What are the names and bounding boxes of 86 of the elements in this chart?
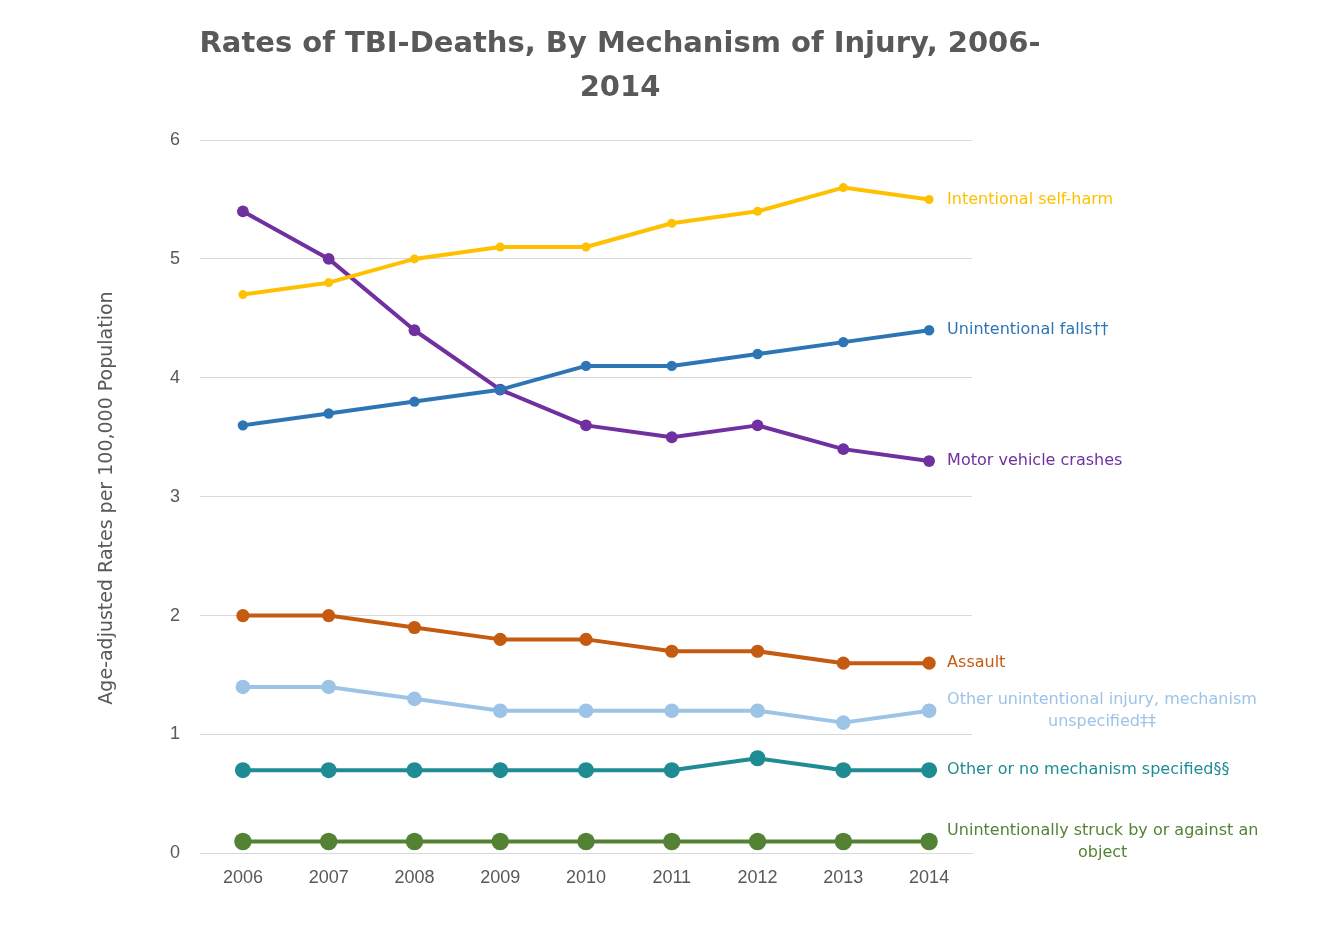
point: [237, 205, 249, 218]
x-tick-label: 2009: [480, 867, 521, 888]
x-tick-label: 2010: [565, 867, 607, 888]
y-tick-label: 0: [170, 842, 181, 863]
point: [920, 832, 938, 851]
y-tick-label: 5: [170, 247, 181, 268]
point: [836, 656, 850, 670]
series-label: Other unintentional injury, mechanism unspecified‡‡: [947, 688, 1257, 730]
point: [750, 644, 765, 658]
x-tick-label: 2007: [308, 867, 349, 888]
point: [323, 408, 334, 419]
point: [577, 832, 595, 851]
point: [492, 703, 508, 719]
point: [834, 832, 853, 851]
y-tick-label: 2: [170, 604, 181, 625]
point: [748, 832, 767, 851]
y-tick-label: 3: [170, 485, 181, 506]
point: [580, 419, 592, 432]
point: [837, 443, 850, 456]
x-tick-label: 2012: [737, 867, 778, 888]
point: [665, 644, 679, 658]
point: [749, 750, 766, 767]
point: [753, 206, 763, 216]
point: [405, 832, 424, 851]
point: [921, 703, 937, 719]
point: [663, 762, 680, 779]
point: [321, 679, 336, 695]
point: [236, 609, 250, 623]
point: [408, 324, 421, 337]
point: [319, 832, 338, 851]
point: [406, 762, 423, 779]
point: [580, 360, 592, 372]
point: [924, 194, 934, 204]
point: [238, 290, 248, 300]
point: [235, 679, 251, 695]
y-axis-title: Age-adjusted Rates per 100,000 Population: [94, 291, 116, 705]
point: [751, 419, 764, 432]
point: [320, 762, 337, 779]
point: [752, 348, 763, 360]
point: [665, 431, 678, 444]
point: [407, 691, 422, 707]
series-label: Unintentionally struck by or against an object: [947, 819, 1259, 861]
point: [237, 420, 249, 431]
point: [663, 832, 681, 851]
point: [666, 360, 677, 372]
point: [322, 609, 336, 623]
point: [836, 715, 851, 730]
point: [667, 218, 677, 228]
point: [578, 762, 595, 779]
point: [578, 703, 594, 719]
x-tick-label: 2006: [222, 867, 263, 888]
series-label: Assault: [947, 652, 1006, 672]
point: [838, 183, 848, 193]
point: [835, 762, 852, 779]
point: [923, 325, 935, 336]
point: [495, 242, 505, 252]
point: [324, 278, 334, 288]
point: [750, 703, 765, 719]
series-label: Intentional self-harm: [947, 188, 1114, 208]
x-tick-label: 2013: [823, 867, 864, 888]
point: [492, 762, 509, 779]
y-tick-label: 6: [170, 128, 181, 149]
chart-title: Rates of TBI-Deaths, By Mechanism of Injury, 2006-2014: [198, 24, 1042, 105]
y-tick-label: 4: [170, 366, 181, 387]
x-tick-label: 2008: [394, 867, 435, 888]
point: [664, 703, 680, 719]
point: [838, 336, 849, 348]
point: [407, 620, 422, 635]
series-label: Motor vehicle crashes: [947, 450, 1123, 470]
point: [581, 242, 591, 252]
series-label: Unintentional falls††: [947, 319, 1109, 339]
series-label: Other or no mechanism specified§§: [947, 759, 1230, 779]
point: [579, 632, 593, 646]
point: [409, 254, 419, 264]
point: [491, 832, 509, 851]
x-tick-label: 2014: [909, 867, 950, 888]
x-tick-label: 2011: [652, 867, 692, 888]
point: [493, 632, 507, 646]
point: [234, 762, 251, 779]
point: [234, 832, 252, 851]
point: [923, 455, 936, 467]
point: [322, 253, 335, 265]
point: [409, 396, 420, 407]
point: [922, 656, 936, 670]
y-tick-label: 1: [170, 723, 181, 744]
point: [921, 762, 938, 779]
